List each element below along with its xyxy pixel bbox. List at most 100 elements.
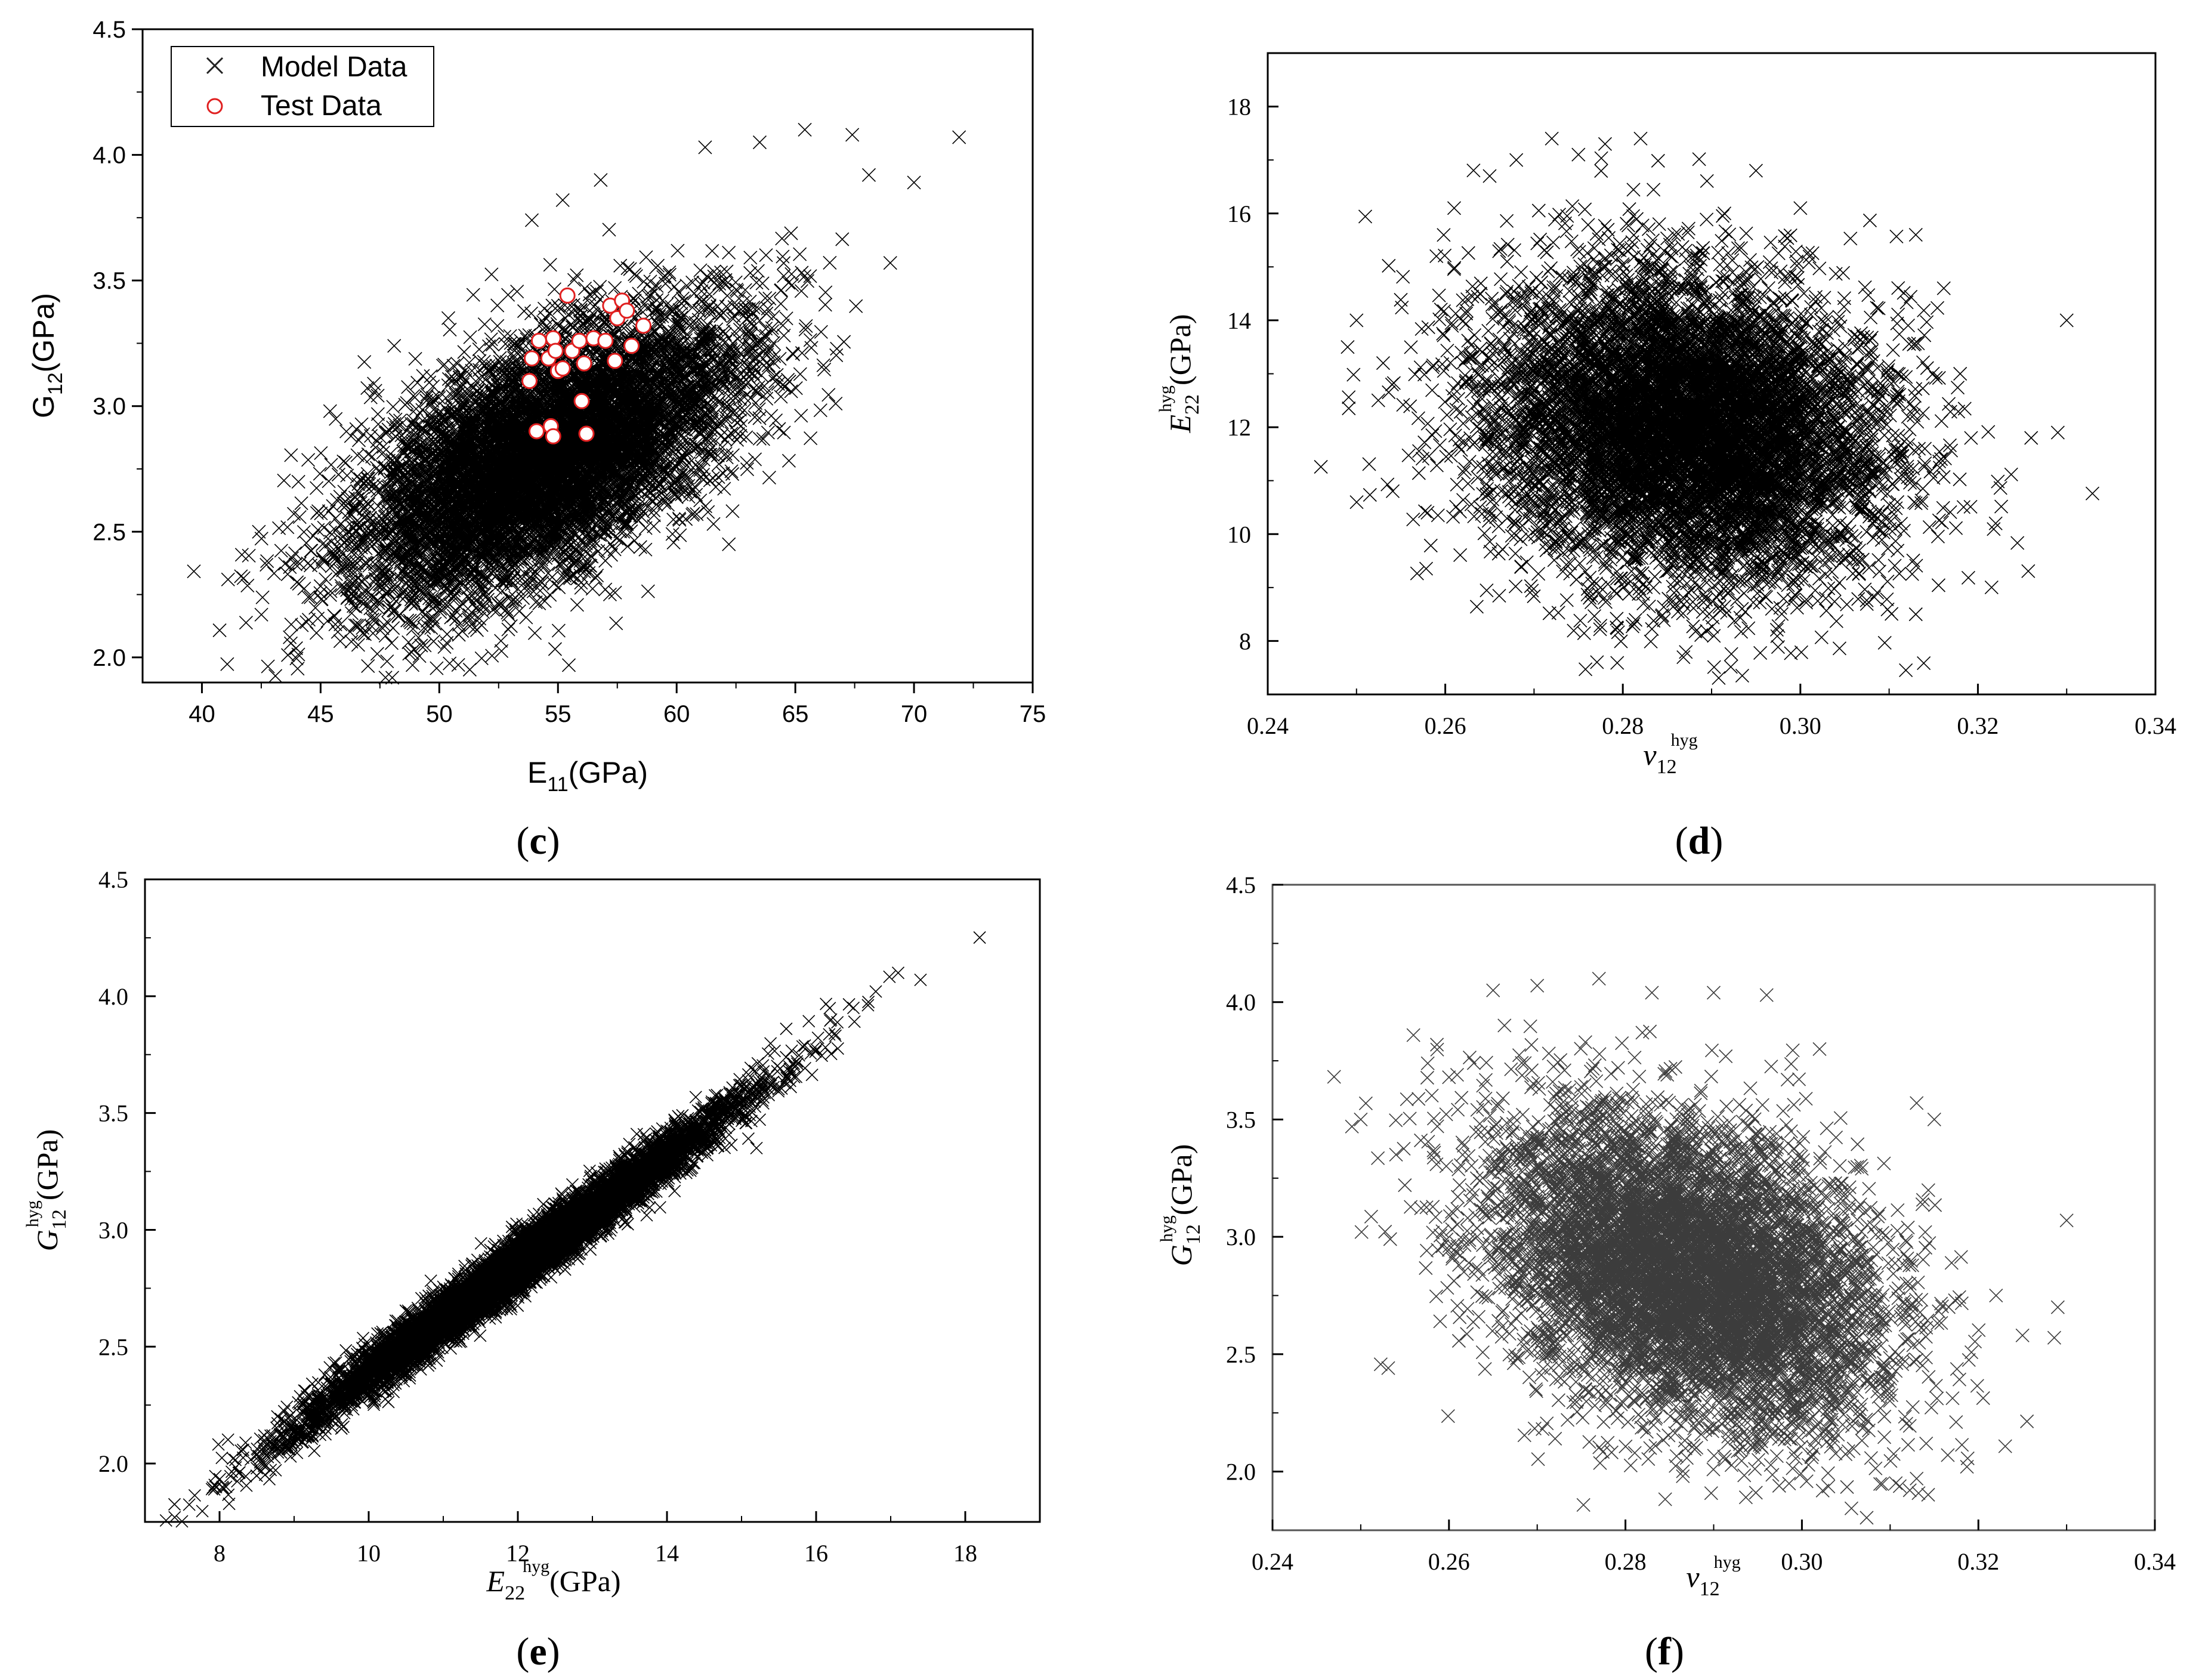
- panel-d-y-axis: 8 10 12 14 16 18: [1227, 94, 1278, 654]
- panel-e-model-point: [250, 1462, 264, 1475]
- panel-c-y-axis-main: G: [27, 395, 60, 418]
- panel-f-y-tick-label: 3.5: [1226, 1106, 1256, 1133]
- panel-f-x-axis-sup: hyg: [1714, 1552, 1741, 1572]
- panel-e-x-tick-label: 12: [506, 1540, 530, 1567]
- panel-c-test-point: [623, 338, 640, 354]
- panel-e-x-tick-label: 18: [953, 1540, 977, 1567]
- panel-c-model-point: [555, 193, 570, 207]
- panel-f-model-point: [1530, 978, 1545, 993]
- panel-e-x-axis-main: E: [486, 1564, 505, 1598]
- panel-c-model-point: [594, 173, 608, 187]
- panel-c-model-point: [722, 537, 736, 551]
- panel-c-x-axis-main: E: [527, 756, 547, 789]
- panel-c-model-point: [451, 657, 465, 672]
- panel-c-test-point: [573, 393, 590, 409]
- panel-f-chart: 0.24 0.26 0.28 0.30 0.32 0.34 2.0 2.5 3.0 3.5 4.0…: [1157, 872, 2176, 1673]
- panel-f-y-tick-label: 4.0: [1226, 989, 1256, 1016]
- panel-f-model-point: [1389, 1147, 1403, 1162]
- panel-c-model-point: [907, 175, 921, 190]
- panel-e-y-axis-title: G12 hyg(GPa): [23, 1129, 70, 1252]
- panel-d-x-tick-label: 0.28: [1602, 712, 1644, 739]
- panel-c-legend: Model Data Test Data: [171, 46, 434, 127]
- panel-c-x-axis: 40 45 50 55 60 65 70 75: [189, 682, 1046, 727]
- panel-e-model-point: [750, 1141, 763, 1154]
- panel-c-y-tick-label: 4.5: [92, 17, 126, 43]
- panel-f-y-axis-sub: 12: [1182, 1224, 1204, 1244]
- panel-d-model-point: [1509, 153, 1524, 167]
- panel-f-y-axis-sup: hyg: [1157, 1215, 1176, 1242]
- panel-f-model-point: [1486, 983, 1500, 998]
- panel-e-model-point: [824, 1013, 838, 1026]
- panel-d-model-point: [1633, 131, 1648, 146]
- panel-d-points: [1314, 131, 2099, 685]
- panel-c-model-point: [752, 135, 767, 150]
- panel-e-model-point: [847, 1001, 860, 1014]
- panel-f-model-point: [2050, 1300, 2065, 1314]
- panel-e-y-axis-main: G: [30, 1230, 64, 1251]
- legend-test-marker: [206, 98, 223, 115]
- panel-c-model-point: [323, 404, 337, 418]
- panel-c-test-point: [635, 317, 651, 334]
- panel-d-x-axis: 0.24 0.26 0.28 0.30 0.32 0.34: [1247, 684, 2176, 739]
- panel-c-y-tick-label: 3.0: [92, 394, 126, 420]
- panel-f-model-point: [1345, 1119, 1359, 1134]
- panel-f-model-point: [1927, 1112, 1941, 1127]
- panel-f-y-axis-main: G: [1165, 1244, 1198, 1266]
- panel-e-y-tick-label: 2.5: [98, 1333, 128, 1360]
- panel-c-model-point: [283, 630, 297, 644]
- panel-c-test-point: [547, 342, 564, 359]
- panel-d-x-tick-label: 0.24: [1247, 712, 1289, 739]
- panel-f-model-point: [1989, 1288, 2003, 1303]
- panel-e-points: [159, 931, 986, 1528]
- panel-f-model-point: [1354, 1112, 1368, 1127]
- panel-c-y-axis-unit: (GPa): [27, 293, 60, 372]
- panel-e-x-axis-sup: hyg: [523, 1557, 549, 1576]
- panel-c-y-axis: 2.0 2.5 3.0 3.5 4.0 4.5: [92, 17, 143, 671]
- panel-c-model-cloud: [187, 223, 863, 685]
- panel-f-model-cloud: [1327, 1018, 2061, 1525]
- panel-c-model-point: [387, 339, 401, 353]
- panel-d-model-point: [1908, 228, 1923, 242]
- panel-f-y-tick-label: 2.0: [1226, 1459, 1256, 1486]
- panel-c-test-point: [559, 287, 576, 304]
- panel-f-model-point: [1433, 1314, 1447, 1329]
- panel-c-model-point: [861, 168, 876, 182]
- panel-d-x-axis-title: ν12 hyg: [1643, 730, 1697, 778]
- panel-f-model-point: [2015, 1328, 2030, 1342]
- panel-d-y-tick-label: 14: [1227, 307, 1251, 334]
- panel-c-x-axis-unit: (GPa): [569, 756, 648, 789]
- panel-e-x-tick-label: 8: [214, 1540, 226, 1567]
- panel-f-x-axis-sub: 12: [1700, 1578, 1720, 1600]
- panel-e-y-axis-sub: 12: [48, 1209, 70, 1230]
- panel-f-y-axis-title: G12 hyg(GPa): [1157, 1144, 1204, 1267]
- panel-d-model-point: [1793, 201, 1808, 215]
- panel-c-model-point: [952, 130, 966, 144]
- panel-d-y-tick-label: 18: [1227, 94, 1251, 121]
- panel-f-label: (f): [1645, 1630, 1684, 1673]
- panel-c-model-point: [845, 128, 860, 142]
- panel-c-test-point: [578, 425, 595, 442]
- panel-e-x-axis-title: E22 hyg(GPa): [486, 1557, 621, 1604]
- panel-f-y-axis: 2.0 2.5 3.0 3.5 4.0 4.5: [1226, 872, 1283, 1486]
- panel-d-model-point: [1429, 249, 1444, 263]
- panel-d-y-axis-sub: 22: [1181, 394, 1203, 415]
- panel-e-y-tick-label: 3.5: [98, 1100, 128, 1127]
- panel-c-model-point: [829, 396, 843, 411]
- panel-d-y-axis-sup: hyg: [1156, 385, 1175, 412]
- panel-c-model-point: [883, 256, 897, 270]
- panel-c-test-point: [528, 423, 545, 440]
- panel-f-y-tick-label: 4.5: [1226, 872, 1256, 898]
- panel-c-model-point: [798, 122, 812, 137]
- panel-d-model-point: [1749, 163, 1763, 178]
- panel-c-y-tick-label: 2.0: [92, 645, 126, 671]
- panel-c-test-point: [571, 332, 588, 349]
- panel-d-model-point: [1908, 607, 1923, 622]
- panel-e-y-tick-label: 4.5: [98, 866, 128, 893]
- panel-f-model-point: [1592, 971, 1606, 986]
- panel-f-model-point: [1706, 986, 1721, 1000]
- panel-c-y-axis-title: G12(GPa): [27, 293, 67, 418]
- panel-d-model-point: [1349, 313, 1364, 328]
- panel-d-model-point: [1571, 147, 1586, 162]
- panel-f-x-axis-title: ν12 hyg: [1686, 1552, 1740, 1600]
